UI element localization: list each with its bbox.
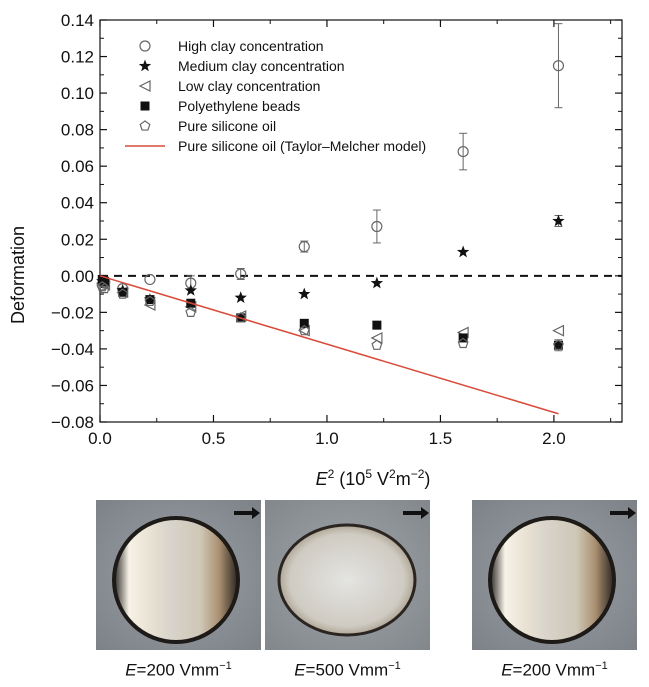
x-tick-label: 1.5 — [429, 429, 453, 448]
legend-marker — [140, 121, 150, 130]
x-tick-label: 1.0 — [315, 429, 339, 448]
photo-caption-3: E=200 Vmm−1 — [467, 660, 642, 681]
series-2 — [97, 278, 563, 343]
photo-caption-1: E=200 Vmm−1 — [91, 660, 266, 681]
photo-caption-2: E=500 Vmm−1 — [260, 660, 435, 681]
y-tick-label: −0.04 — [51, 340, 94, 359]
legend-label: Polyethylene beads — [178, 98, 300, 114]
data-point — [457, 246, 469, 258]
model-line — [100, 276, 558, 414]
deformation-chart: −0.08−0.06−0.04−0.020.000.020.040.060.08… — [0, 0, 649, 495]
legend-marker — [141, 102, 150, 111]
droplet-photo-3 — [472, 500, 637, 650]
data-point — [553, 326, 563, 336]
data-point — [372, 321, 381, 330]
series-5 — [100, 276, 558, 414]
y-tick-label: −0.06 — [51, 376, 94, 395]
y-axis-title: Deformation — [8, 226, 28, 324]
legend-label: High clay concentration — [178, 38, 324, 54]
series-3 — [98, 275, 563, 351]
y-tick-label: 0.06 — [61, 157, 94, 176]
y-tick-label: 0.00 — [61, 267, 94, 286]
y-tick-label: 0.10 — [61, 84, 94, 103]
y-tick-label: 0.12 — [61, 48, 94, 67]
droplet-photo-2 — [265, 500, 430, 650]
data-point — [300, 319, 309, 328]
droplet-photo-1 — [96, 500, 261, 650]
y-tick-label: 0.08 — [61, 121, 94, 140]
legend-marker — [140, 41, 150, 51]
legend-label: Medium clay concentration — [178, 58, 345, 74]
data-point — [235, 291, 247, 303]
data-point — [371, 277, 383, 289]
legend-marker — [139, 60, 151, 72]
legend-marker — [140, 81, 150, 91]
series-4 — [98, 282, 564, 350]
y-tick-label: −0.02 — [51, 303, 94, 322]
x-tick-label: 0.0 — [88, 429, 112, 448]
x-axis-title: E2 (105 V2m−2) — [316, 467, 431, 489]
y-tick-label: 0.04 — [61, 194, 94, 213]
x-tick-label: 2.0 — [542, 429, 566, 448]
data-point — [372, 333, 382, 343]
legend-label: Pure silicone oil — [178, 118, 276, 134]
legend-label: Pure silicone oil (Taylor–Melcher model) — [178, 138, 426, 154]
y-tick-label: 0.02 — [61, 230, 94, 249]
y-tick-label: 0.14 — [61, 11, 94, 30]
data-point — [298, 288, 310, 300]
legend-label: Low clay concentration — [178, 78, 320, 94]
series-1 — [96, 215, 565, 305]
x-tick-label: 0.5 — [202, 429, 226, 448]
